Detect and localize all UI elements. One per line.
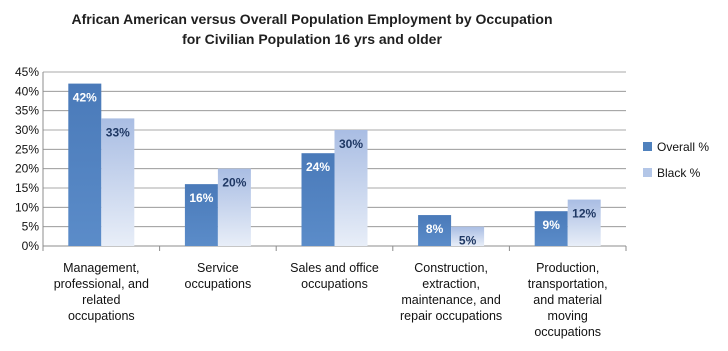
chart-subtitle: for Civilian Population 16 yrs and older — [182, 31, 442, 47]
data-label: 8% — [426, 222, 444, 236]
bar-black — [101, 118, 135, 246]
y-tick-label: 5% — [22, 220, 40, 234]
data-label: 30% — [339, 137, 363, 151]
y-tick-label: 0% — [22, 239, 40, 253]
category-label: Construction, extraction, maintenance, and… — [400, 261, 502, 323]
category-labels: Management, professional, and related occup… — [54, 261, 608, 339]
data-label: 42% — [73, 91, 97, 105]
legend-swatch — [643, 168, 652, 177]
data-label: 20% — [222, 176, 246, 190]
axes: 0% 5% 10% 15% 20% 25% 30% 35% 40% 45% — [15, 65, 627, 253]
bar-black — [451, 226, 485, 246]
category-label: Production, transportation, and material mo… — [528, 261, 608, 339]
category-label: Management, professional, and related occup… — [54, 261, 149, 323]
bar-overall — [184, 184, 218, 246]
y-tick-label: 40% — [15, 84, 39, 98]
legend: Overall % Black % — [643, 140, 709, 180]
legend-swatch — [643, 142, 652, 151]
bar-overall — [301, 153, 335, 246]
data-label: 5% — [459, 234, 477, 248]
y-tick-label: 15% — [15, 181, 39, 195]
bars — [68, 83, 601, 246]
data-label: 16% — [189, 191, 213, 205]
bar-overall — [534, 211, 568, 246]
bar-overall — [68, 83, 102, 246]
bar-black — [217, 168, 251, 246]
y-tick-label: 10% — [15, 200, 39, 214]
y-tick-label: 35% — [15, 104, 39, 118]
bar-black — [334, 130, 368, 246]
y-tick-label: 45% — [15, 65, 39, 79]
category-label: Sales and office occupations — [290, 261, 379, 291]
chart-title: African American versus Overall Populati… — [71, 11, 552, 27]
data-label: 24% — [306, 160, 330, 174]
y-tick-label: 25% — [15, 142, 39, 156]
data-label: 9% — [543, 218, 561, 232]
data-labels: 42% 33% 16% 20% 24% 30% 8% 5% 9% 12% — [73, 91, 597, 248]
bar-overall — [418, 215, 452, 246]
bar-black — [567, 199, 601, 246]
legend-label: Black % — [657, 166, 701, 180]
data-label: 33% — [106, 125, 130, 139]
y-tick-label: 30% — [15, 123, 39, 137]
y-tick-label: 20% — [15, 162, 39, 176]
category-label: Service occupations — [185, 261, 252, 291]
legend-label: Overall % — [657, 140, 709, 154]
data-label: 12% — [572, 207, 596, 221]
